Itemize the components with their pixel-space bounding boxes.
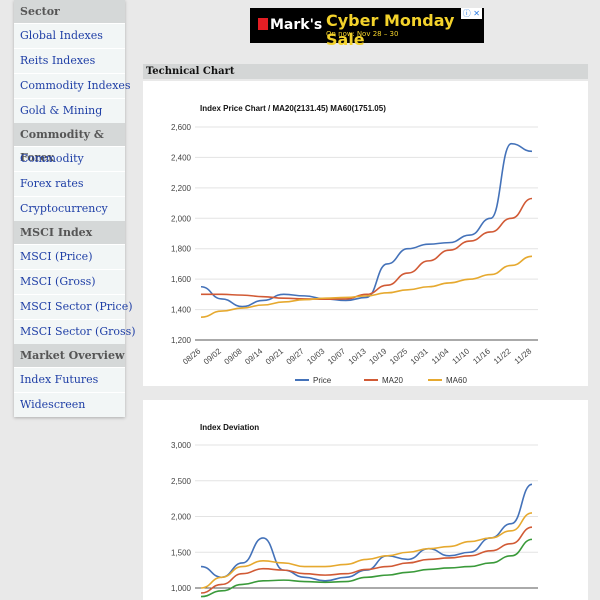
x-tick-label: 10/03	[305, 346, 327, 366]
x-tick-label: 09/02	[202, 346, 224, 366]
panel-title: Technical Chart	[143, 64, 588, 79]
y-tick-label: 2,200	[171, 184, 192, 193]
series-line-ma60	[200, 255, 533, 318]
sidebar-item-forex-rates[interactable]: Forex rates	[14, 171, 125, 196]
sidebar-section-header: Market Overview	[14, 344, 125, 367]
series-line-2	[200, 526, 533, 594]
deviation-chart-card: Index Deviation 1,000 1,500 2,000 2,500 3,000	[143, 400, 588, 600]
sidebar-item-gold-mining[interactable]: Gold & Mining	[14, 98, 125, 123]
sidebar-item-msci-gross[interactable]: MSCI (Gross)	[14, 269, 125, 294]
deviation-chart: Index Deviation 1,000 1,500 2,000 2,500 3,000	[171, 423, 538, 598]
chart-title: Index Deviation	[200, 423, 259, 432]
y-tick-label: 2,400	[171, 153, 192, 162]
x-tick-label: 10/07	[326, 346, 348, 366]
series-line-price	[200, 142, 533, 308]
series-line-ma20	[200, 197, 533, 301]
sidebar-section-header: Sector	[14, 0, 125, 23]
price-chart: Index Price Chart / MA20(2131.45) MA60(1…	[171, 104, 538, 385]
ad-banner[interactable]: Mark's Cyber Monday Sale On now: Nov 28 …	[250, 8, 484, 49]
y-tick-label: 1,000	[171, 584, 192, 593]
series-line-1	[200, 512, 533, 589]
x-tick-label: 11/10	[451, 346, 472, 366]
sidebar-item-msci-sector-gross[interactable]: MSCI Sector (Gross)	[14, 319, 136, 344]
sidebar: Sector Global Indexes Reits Indexes Commodi…	[14, 0, 136, 417]
ad-brand: Mark's	[258, 17, 322, 33]
legend-entry: Price	[313, 376, 332, 385]
x-tick-label: 10/19	[367, 346, 389, 366]
y-tick-label: 1,600	[171, 275, 192, 284]
ad-subline: On now: Nov 28 – 30	[326, 30, 399, 38]
y-tick-label: 2,000	[171, 513, 192, 522]
x-tick-label: 10/31	[409, 346, 431, 366]
price-chart-card: Index Price Chart / MA20(2131.45) MA60(1…	[143, 81, 588, 386]
sidebar-item-reits-indexes[interactable]: Reits Indexes	[14, 48, 125, 73]
x-tick-label: 10/13	[347, 346, 369, 366]
x-tick-label: 08/26	[181, 346, 203, 366]
sidebar-item-msci-price[interactable]: MSCI (Price)	[14, 244, 125, 269]
sidebar-item-commodity-indexes[interactable]: Commodity Indexes	[14, 73, 131, 98]
ad-headline: Cyber Monday Sale	[326, 11, 455, 49]
series-line-3	[200, 538, 533, 598]
sidebar-item-index-futures[interactable]: Index Futures	[14, 367, 125, 392]
sidebar-item-msci-sector-price[interactable]: MSCI Sector (Price)	[14, 294, 133, 319]
ad-close-icon[interactable]: ⓘ ✕	[460, 8, 482, 19]
y-tick-label: 1,800	[171, 245, 192, 254]
y-tick-label: 1,400	[171, 306, 192, 315]
x-tick-label: 10/25	[388, 346, 410, 366]
sidebar-item-cryptocurrency[interactable]: Cryptocurrency	[14, 196, 125, 221]
y-tick-label: 2,000	[171, 214, 192, 223]
x-tick-label: 11/22	[492, 346, 513, 366]
series-line-0	[200, 483, 533, 582]
legend-entry: MA60	[446, 376, 467, 385]
y-tick-label: 1,200	[171, 336, 192, 345]
sidebar-item-commodity[interactable]: Commodity	[14, 146, 125, 171]
sidebar-section-header: Commodity & Forex	[14, 123, 125, 164]
y-tick-label: 1,500	[171, 548, 192, 557]
sidebar-section-header: MSCI Index	[14, 221, 125, 244]
y-tick-label: 2,600	[171, 123, 192, 132]
y-tick-label: 3,000	[171, 441, 192, 450]
x-tick-label: 11/16	[471, 346, 492, 366]
brand-mark-icon	[258, 18, 268, 30]
x-tick-label: 09/08	[223, 346, 245, 366]
x-tick-label: 09/27	[285, 346, 307, 366]
legend-entry: MA20	[382, 376, 403, 385]
sidebar-item-global-indexes[interactable]: Global Indexes	[14, 23, 125, 48]
x-tick-label: 11/28	[513, 346, 534, 366]
x-tick-label: 09/21	[264, 346, 286, 366]
x-tick-label: 09/14	[243, 346, 265, 366]
sidebar-item-widescreen[interactable]: Widescreen	[14, 392, 125, 417]
chart-title: Index Price Chart / MA20(2131.45) MA60(1…	[200, 104, 386, 113]
x-tick-label: 11/04	[430, 346, 451, 366]
y-tick-label: 2,500	[171, 477, 192, 486]
